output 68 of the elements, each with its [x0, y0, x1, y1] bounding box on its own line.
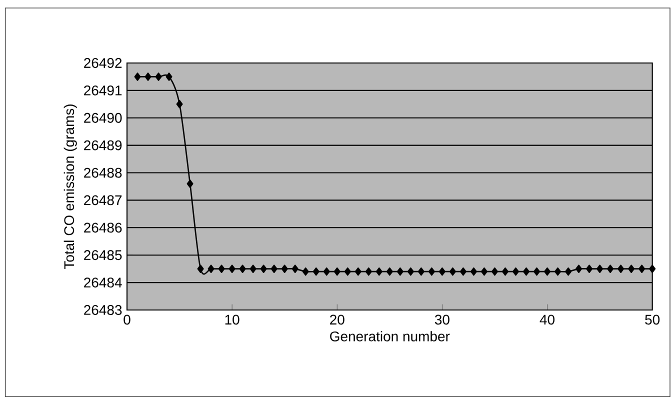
- point: [365, 267, 372, 276]
- point: [323, 267, 330, 276]
- x-axis-title: Generation number: [330, 331, 450, 342]
- x-tick-label: 40: [540, 314, 554, 325]
- point: [134, 72, 141, 81]
- y-tick-label: 26488: [84, 168, 122, 178]
- point: [155, 72, 162, 81]
- point: [166, 72, 172, 81]
- point: [533, 267, 540, 276]
- point: [186, 180, 194, 188]
- x-tick-label: 10: [225, 314, 240, 325]
- point: [197, 264, 204, 273]
- point: [302, 267, 309, 276]
- point: [334, 267, 340, 276]
- y-tick-label: 26492: [84, 58, 122, 68]
- point: [292, 264, 298, 273]
- point: [208, 264, 214, 273]
- point: [418, 267, 424, 276]
- point: [260, 264, 267, 273]
- y-tick-label: 26486: [84, 222, 122, 233]
- point: [512, 267, 520, 276]
- point: [376, 267, 382, 276]
- point: [649, 264, 656, 273]
- point: [565, 267, 572, 276]
- point: [239, 264, 246, 273]
- point: [407, 267, 414, 276]
- point: [344, 267, 351, 276]
- point: [470, 267, 477, 276]
- point: [628, 264, 635, 273]
- y-tick-label: 26487: [84, 195, 122, 206]
- point: [586, 264, 593, 273]
- point: [449, 267, 456, 276]
- point: [522, 267, 530, 276]
- point: [480, 267, 488, 276]
- x-tick-label: 50: [645, 314, 660, 325]
- point: [607, 264, 614, 273]
- point: [638, 264, 646, 273]
- y-tick-label: 26490: [84, 112, 122, 123]
- y-tick-label: 26483: [84, 305, 122, 315]
- point: [228, 264, 236, 273]
- y-tick-label: 26485: [84, 250, 122, 260]
- point: [502, 267, 509, 276]
- point: [554, 267, 562, 276]
- point: [144, 72, 152, 81]
- point: [396, 267, 404, 276]
- point: [491, 267, 498, 276]
- point: [576, 264, 582, 273]
- point: [460, 267, 466, 276]
- x-tick-label: 30: [434, 314, 450, 325]
- y-tick-label: 26491: [84, 85, 122, 96]
- point: [312, 267, 320, 276]
- point: [281, 264, 288, 273]
- x-tick-label: 20: [330, 314, 344, 325]
- point: [354, 267, 362, 276]
- point: [438, 267, 446, 276]
- point: [596, 264, 604, 273]
- y-tick-label: 26489: [84, 140, 122, 150]
- point: [618, 264, 624, 273]
- x-tick-label: 0: [124, 314, 130, 325]
- y-tick-label: 26484: [84, 278, 122, 288]
- point: [428, 267, 435, 276]
- point: [386, 267, 393, 276]
- point: [250, 264, 256, 273]
- point: [218, 264, 225, 273]
- y-axis-title: Total CO emission (grams): [64, 104, 77, 270]
- point: [544, 267, 551, 276]
- point: [270, 264, 278, 273]
- point: [176, 100, 183, 108]
